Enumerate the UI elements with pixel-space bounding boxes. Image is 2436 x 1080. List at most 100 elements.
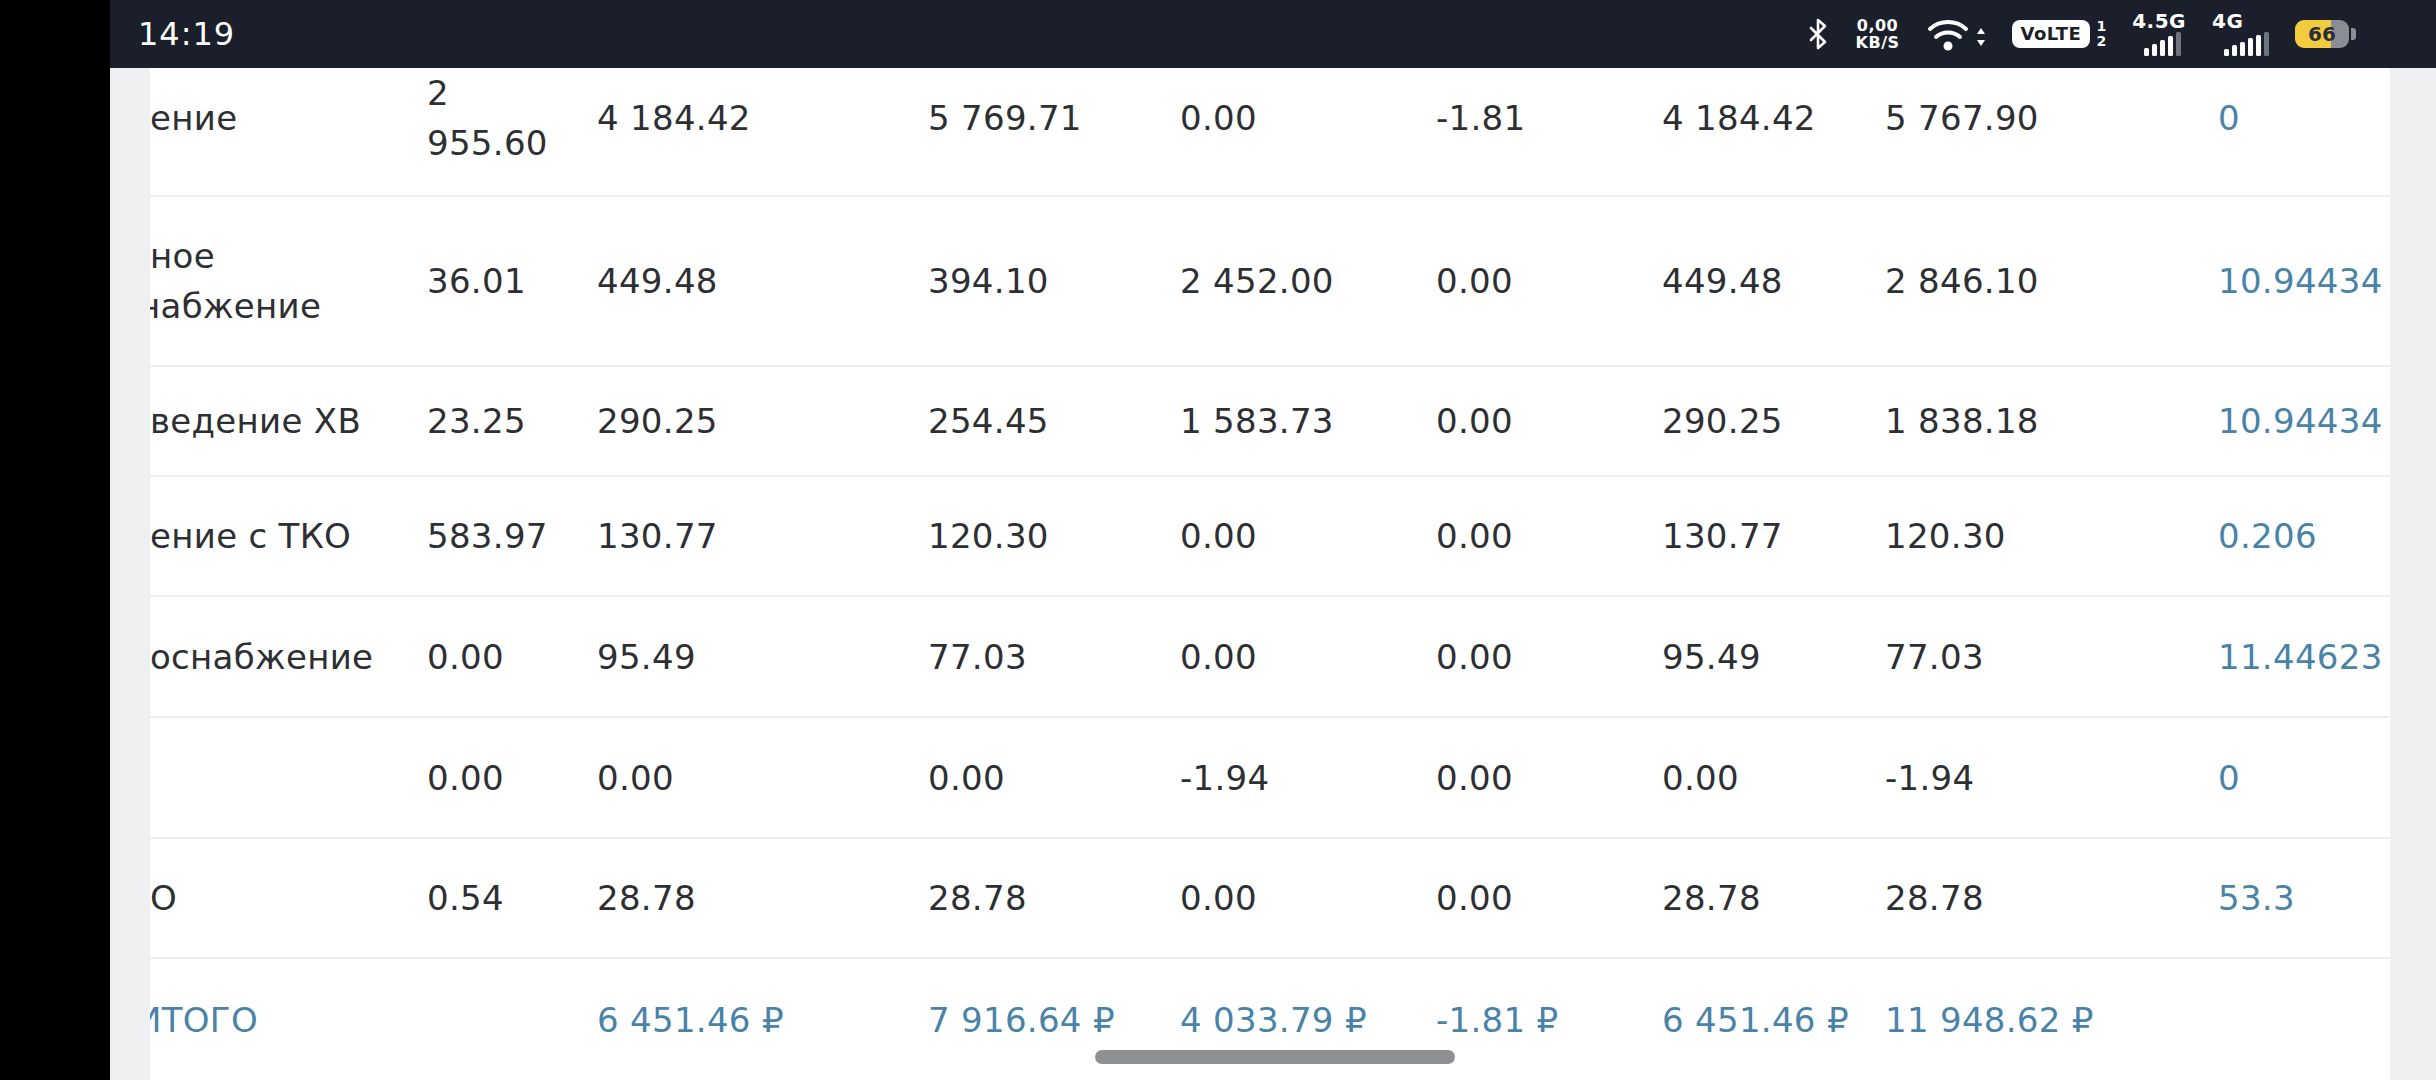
signal-sim2: 4G: [2212, 12, 2269, 56]
network-type-label: 4.5G: [2132, 12, 2186, 30]
footer-total: 4 033.79 ₽: [1180, 995, 1436, 1045]
cell-value: 0.00: [1436, 396, 1662, 446]
cell-value: 0.00: [1180, 632, 1436, 682]
volte-indicator: VoLTE 1 2: [2012, 19, 2107, 49]
cell-value: 0.00: [427, 632, 597, 682]
signal-bars-icon: [2144, 32, 2181, 56]
cell-value: 0.00: [1180, 93, 1436, 143]
bluetooth-icon: [1806, 18, 1830, 50]
cell-value: 36.01: [427, 256, 597, 306]
cell-reading: 10.94434: [2218, 396, 2390, 446]
horizontal-scrollbar[interactable]: [1095, 1050, 1455, 1064]
cell-value: 290.25: [597, 396, 928, 446]
cell-value: 120.30: [1885, 511, 2218, 561]
cell-value: 449.48: [597, 256, 928, 306]
wifi-icon: [1926, 16, 1972, 52]
cell-value: 0.00: [1662, 753, 1885, 803]
cell-value: 449.48: [1662, 256, 1885, 306]
camera-cutout-strip: [0, 0, 110, 1080]
battery-indicator: 66: [2295, 20, 2356, 48]
cell-value: 95.49: [1662, 632, 1885, 682]
cell-value: 0.00: [1436, 753, 1662, 803]
row-label: ение с ТКО: [150, 511, 427, 561]
table-row: О0.5428.7828.780.000.0028.7828.7853.3: [150, 839, 2390, 959]
cell-value: 5 767.90: [1885, 93, 2218, 143]
cell-value: 0.00: [928, 753, 1180, 803]
cell-reading: 0.206: [2218, 511, 2390, 561]
cell-reading: 11.44623: [2218, 632, 2390, 682]
footer-total: 11 948.62 ₽: [1885, 995, 2218, 1045]
cell-reading: 53.3: [2218, 873, 2390, 923]
status-icons: 0,00 KB/S VoLTE 1 2: [1806, 0, 2356, 68]
cell-value: 0.00: [1436, 256, 1662, 306]
cell-value: 254.45: [928, 396, 1180, 446]
row-label: О: [150, 873, 427, 923]
table-row: ведение ХВ23.25290.25254.451 583.730.002…: [150, 367, 2390, 477]
footer-total: 6 451.46 ₽: [597, 995, 928, 1045]
footer-label: ИТОГО: [150, 995, 427, 1045]
cell-value: 1 838.18: [1885, 396, 2218, 446]
cell-value: 2 846.10: [1885, 256, 2218, 306]
row-label: ноенабжение: [150, 231, 427, 331]
footer-total: 7 916.64 ₽: [928, 995, 1180, 1045]
cell-value: 5 769.71: [928, 93, 1180, 143]
cell-value: 290.25: [1662, 396, 1885, 446]
cell-reading: 10.94434: [2218, 256, 2390, 306]
charges-table[interactable]: ение2 955.604 184.425 769.710.00-1.814 1…: [150, 68, 2390, 1080]
wifi-indicator: [1926, 16, 1986, 52]
sim-slot-numbers: 1 2: [2096, 19, 2106, 49]
table-row: ноенабжение36.01449.48394.102 452.000.00…: [150, 197, 2390, 367]
cell-reading: 0: [2218, 93, 2390, 143]
cell-value: 0.00: [1436, 632, 1662, 682]
row-label: ведение ХВ: [150, 396, 427, 446]
cell-value: 0.00: [1436, 511, 1662, 561]
volte-badge: VoLTE: [2012, 20, 2091, 48]
cell-value: 0.00: [1436, 873, 1662, 923]
table-row: 0.000.000.00-1.940.000.00-1.940: [150, 718, 2390, 839]
cell-value: 0.00: [1180, 873, 1436, 923]
cell-value: 120.30: [928, 511, 1180, 561]
cell-value: 4 184.42: [597, 93, 928, 143]
footer-total: 6 451.46 ₽: [1662, 995, 1885, 1045]
cell-value: 2 452.00: [1180, 256, 1436, 306]
cell-value: 583.97: [427, 511, 597, 561]
cell-value: -1.94: [1180, 753, 1436, 803]
network-speed-indicator: 0,00 KB/S: [1856, 17, 1900, 51]
cell-value: 28.78: [597, 873, 928, 923]
wifi-traffic-arrows-icon: [1976, 22, 1986, 52]
network-speed-unit: KB/S: [1856, 34, 1900, 51]
row-label: оснабжение: [150, 632, 427, 682]
cell-value: 394.10: [928, 256, 1180, 306]
cell-value: 0.54: [427, 873, 597, 923]
cell-value: 0.00: [427, 753, 597, 803]
table-row: ение2 955.604 184.425 769.710.00-1.814 1…: [150, 68, 2390, 197]
cell-value: 2 955.60: [427, 68, 597, 168]
cell-value: 130.77: [597, 511, 928, 561]
sim2-number: 2: [2096, 34, 2106, 49]
table-row: оснабжение0.0095.4977.030.000.0095.4977.…: [150, 597, 2390, 718]
cell-value: 28.78: [1885, 873, 2218, 923]
signal-bars-icon: [2224, 32, 2269, 56]
cell-value: 95.49: [597, 632, 928, 682]
network-speed-value: 0,00: [1857, 17, 1898, 34]
battery-nub: [2351, 28, 2356, 40]
table-row: ение с ТКО583.97130.77120.300.000.00130.…: [150, 477, 2390, 597]
cell-value: 130.77: [1662, 511, 1885, 561]
charges-table-body: ение2 955.604 184.425 769.710.00-1.814 1…: [150, 68, 2390, 1080]
cell-value: -1.94: [1885, 753, 2218, 803]
cell-value: 77.03: [928, 632, 1180, 682]
cell-value: 28.78: [1662, 873, 1885, 923]
cell-value: 4 184.42: [1662, 93, 1885, 143]
cell-reading: 0: [2218, 753, 2390, 803]
battery-percent: 66: [2308, 22, 2336, 46]
battery-icon: 66: [2295, 20, 2349, 48]
cell-value: 1 583.73: [1180, 396, 1436, 446]
cell-value: 23.25: [427, 396, 597, 446]
status-bar: 14:19 0,00 KB/S VoLTE: [110, 0, 2436, 68]
row-label: ение: [150, 93, 427, 143]
status-time: 14:19: [138, 15, 235, 53]
cell-value: 0.00: [597, 753, 928, 803]
network-type-label: 4G: [2212, 12, 2243, 30]
signal-sim1: 4.5G: [2132, 12, 2186, 56]
phone-screen: { "status_bar": { "time": "14:19", "netw…: [0, 0, 2436, 1080]
